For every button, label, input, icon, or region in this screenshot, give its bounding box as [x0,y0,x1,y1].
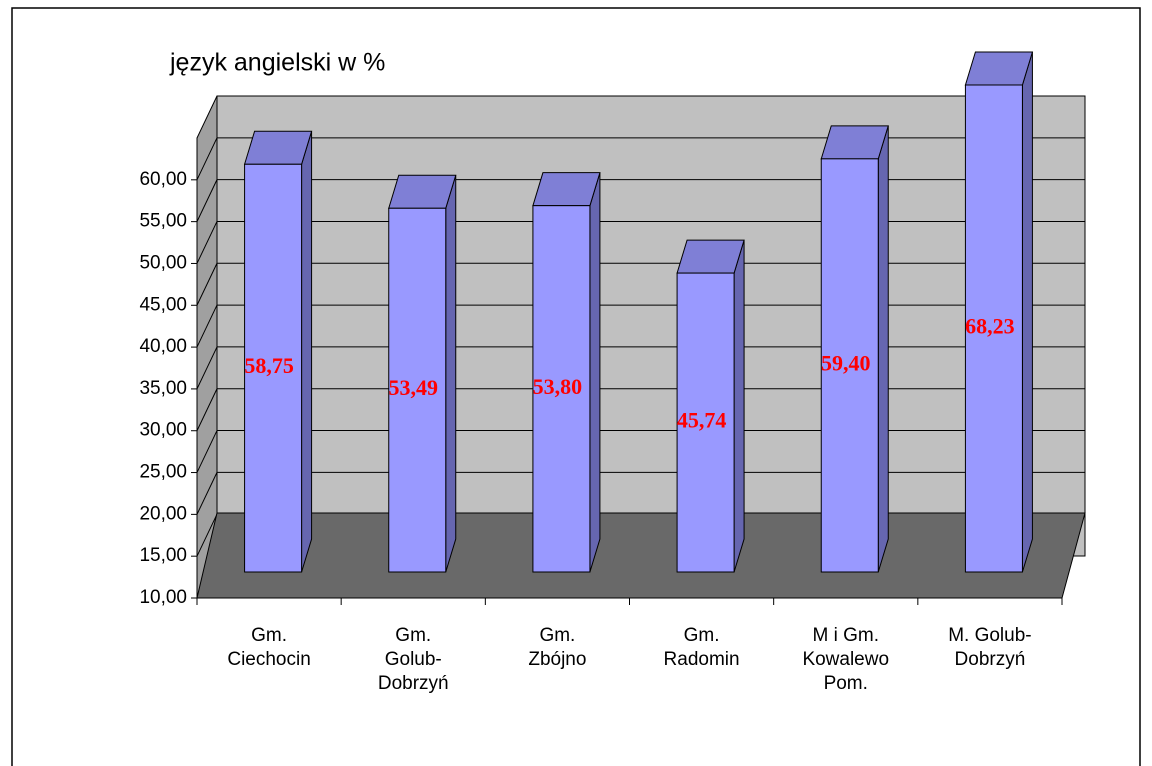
x-tick-label: Gm. Zbójno [528,625,587,670]
x-tick-label: M. Golub- Dobrzyń [948,625,1032,670]
x-tick-label: M i Gm. Kowalewo Pom. [802,625,890,694]
y-tick-label: 10,00 [139,587,187,608]
bar [244,163,303,573]
grid-line [196,388,218,431]
x-tick-label: Gm. Golub- Dobrzyń [377,625,449,694]
grid-line [196,179,218,222]
bar-top [676,239,745,274]
data-label: 45,74 [677,408,727,433]
bar [532,205,591,573]
y-tick-label: 30,00 [139,420,187,441]
bar-side [733,239,745,573]
back-wall [216,95,1086,557]
grid-line [196,263,218,306]
bar [964,84,1023,573]
floor [196,512,1086,599]
data-label: 59,40 [821,350,871,375]
x-tick-label: Gm. Ciechocin [227,625,311,670]
grid-line [196,346,218,390]
bar [676,272,735,573]
y-tick-label: 35,00 [139,378,187,399]
grid-line [196,221,218,264]
y-tick-label: 50,00 [139,252,187,273]
bar-side [877,125,889,573]
data-label: 53,49 [389,375,439,400]
y-tick-label: 25,00 [139,462,187,483]
grid-line [196,304,218,348]
side-wall [196,95,218,599]
bar-side [445,175,457,573]
y-tick-label: 55,00 [139,211,187,232]
bar [388,207,447,573]
bar-top [243,130,313,165]
bar-top [964,51,1034,86]
y-tick-label: 40,00 [139,336,187,357]
bar-top [388,174,457,209]
grid-line [196,137,218,181]
y-tick-label: 45,00 [139,294,187,315]
y-tick-label: 20,00 [139,503,187,524]
bar [820,158,879,573]
grid-line [196,472,218,515]
x-tick-label: Gm. Radomin [663,625,740,670]
grid-line [196,513,218,557]
data-label: 53,80 [533,374,583,399]
data-label: 68,23 [965,314,1015,339]
bar-side [589,172,601,573]
y-tick-label: 15,00 [139,545,187,566]
y-tick-label: 60,00 [139,169,187,190]
bar-side [301,131,313,573]
data-label: 58,75 [244,353,294,378]
grid-line [196,430,218,473]
bar-side [1021,51,1033,573]
chart-title: język angielski w % [169,49,385,77]
bar-top [532,172,601,207]
bar-top [820,125,889,160]
